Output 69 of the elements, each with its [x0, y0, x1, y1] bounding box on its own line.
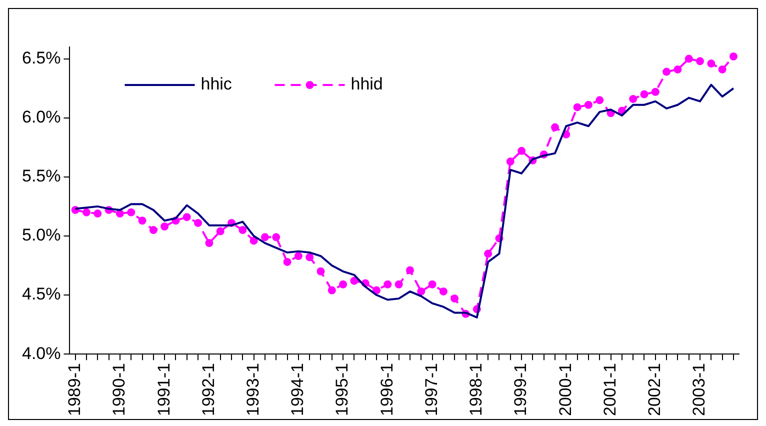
point [238, 226, 247, 234]
x-tick-label: 1996-1 [377, 363, 396, 416]
point [306, 253, 314, 262]
point [149, 226, 158, 234]
point [506, 158, 514, 166]
point [406, 266, 414, 274]
point [283, 258, 292, 266]
point [194, 218, 202, 227]
y-tick-label: 4.5% [22, 284, 61, 304]
y-tick-label: 5.0% [22, 226, 61, 245]
point [94, 210, 102, 218]
y-tick-label: 4.0% [22, 344, 61, 363]
point [127, 208, 136, 216]
point [205, 239, 214, 248]
legend-label: hhid [350, 74, 383, 94]
point [696, 57, 704, 66]
x-tick-label: 1993-1 [243, 363, 262, 416]
point [674, 65, 682, 74]
y-tick-label: 6.0% [22, 108, 61, 127]
point [629, 94, 638, 103]
point [116, 210, 124, 218]
point [584, 100, 592, 109]
point [662, 68, 671, 76]
point [551, 123, 559, 132]
point [518, 146, 526, 155]
point [439, 287, 448, 296]
point [182, 213, 191, 222]
point [82, 208, 90, 216]
x-tick-label: 1997-1 [422, 363, 441, 416]
x-tick-label: 2002-1 [645, 363, 664, 416]
point [484, 250, 492, 258]
x-tick-label: 2000-1 [556, 363, 575, 416]
point [394, 280, 403, 288]
point [260, 233, 269, 242]
point [138, 216, 146, 225]
legend-label: hhic [200, 74, 232, 94]
y-tick-label: 6.5% [22, 48, 61, 68]
point [684, 54, 693, 63]
point [707, 60, 716, 68]
x-tick-label: 1990-1 [110, 363, 129, 416]
point [350, 276, 358, 285]
y-tick-label: 5.5% [22, 166, 61, 186]
point [250, 236, 258, 245]
point [450, 294, 459, 303]
point [729, 52, 738, 60]
x-tick-label: 2003-1 [690, 363, 709, 416]
point [339, 280, 348, 288]
point [216, 227, 224, 236]
point [718, 65, 726, 74]
point [272, 233, 280, 242]
x-tick-label: 1994-1 [288, 363, 308, 416]
point [651, 88, 660, 96]
point [294, 252, 302, 260]
x-tick-label: 1999-1 [511, 363, 530, 416]
point [417, 287, 426, 296]
point [428, 280, 436, 288]
x-tick-label: 1992-1 [198, 363, 218, 416]
x-tick-label: 1991-1 [154, 363, 174, 416]
x-tick-label: 2001-1 [600, 363, 620, 416]
point [328, 286, 336, 294]
x-tick-label: 1989-1 [65, 363, 84, 416]
point [384, 280, 392, 288]
x-tick-label: 1995-1 [332, 363, 352, 416]
point [596, 96, 604, 104]
point [573, 103, 582, 112]
point [640, 90, 648, 98]
point [316, 267, 325, 276]
point [160, 222, 169, 231]
x-tick-label: 1998-1 [466, 363, 486, 416]
